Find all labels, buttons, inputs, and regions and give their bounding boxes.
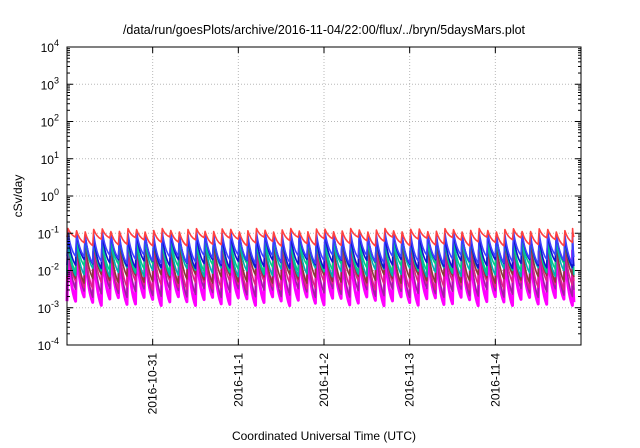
x-tick-label: 2016-10-31: [146, 353, 160, 415]
y-tick-label: 103: [41, 75, 59, 92]
series-layer: [65, 227, 576, 308]
x-tick-label: 2016-11-4: [488, 353, 502, 407]
series-line: [65, 246, 576, 308]
chart-title: /data/run/goesPlots/archive/2016-11-04/2…: [123, 23, 526, 37]
series-line: [66, 238, 575, 284]
y-tick-label: 101: [41, 150, 59, 167]
x-tick-label: 2016-11-3: [403, 353, 417, 407]
x-axis-label: Coordinated Universal Time (UTC): [232, 429, 416, 443]
y-tick-label: 10-3: [38, 299, 59, 316]
y-tick-label: 100: [41, 187, 59, 204]
y-tick-label: 102: [41, 113, 59, 130]
series-line: [66, 241, 575, 291]
series-line: [66, 227, 575, 247]
series-line: [66, 235, 575, 273]
x-tick-label: 2016-11-1: [231, 353, 245, 407]
x-tick-label: 2016-11-2: [317, 353, 331, 407]
y-tick-label: 10-2: [38, 262, 59, 279]
y-tick-label: 10-1: [38, 224, 59, 241]
y-tick-label: 10-4: [38, 336, 59, 353]
series-line: [66, 243, 575, 299]
ticks: 10-4 10-3 10-2 10-1 100 101 102 103 104 2016-10-3…: [38, 38, 581, 414]
y-tick-label: 104: [41, 38, 59, 55]
series-line: [66, 230, 575, 265]
y-axis-label: cSv/day: [11, 175, 25, 218]
